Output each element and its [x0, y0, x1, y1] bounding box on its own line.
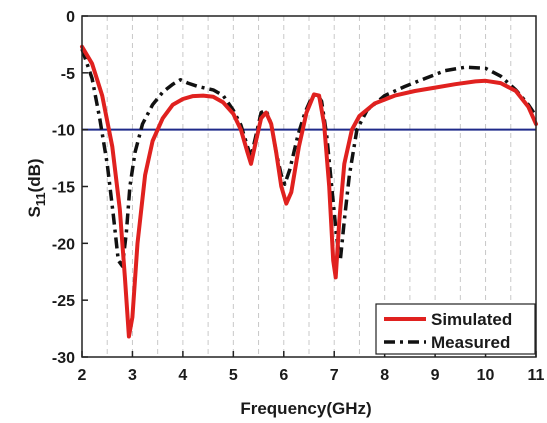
x-tick-label: 8 [380, 367, 389, 384]
x-tick-label: 9 [431, 367, 440, 384]
series-layer [80, 44, 538, 339]
axis-ticks: 2 3 4 5 6 7 8 9 10 11 0 -5 -10 -15 -20 -25 -30 [52, 9, 545, 384]
y-tick-label: -10 [52, 123, 75, 140]
y-axis-label: S11(dB) [25, 158, 48, 217]
y-tick-label: -25 [52, 293, 75, 310]
y-axis-label-text: S11(dB) [25, 158, 48, 217]
legend-box [375, 303, 536, 355]
y-tick-label: -20 [52, 236, 75, 253]
y-tick-label: -5 [61, 66, 75, 83]
series-line-measured [80, 48, 538, 268]
x-tick-label: 3 [128, 367, 137, 384]
grid-lines [106, 16, 512, 357]
legend-label-simulated: Simulated [431, 310, 512, 329]
y-label-unit: (dB) [25, 158, 44, 192]
y-tick-label: -15 [52, 180, 75, 197]
y-tick-label: 0 [66, 9, 75, 26]
x-tick-label: 2 [78, 367, 87, 384]
x-axis-label: Frequency(GHz) [240, 399, 371, 418]
y-tick-label: -30 [52, 350, 75, 367]
series-line-simulated [80, 44, 538, 339]
legend: Simulated Measured [375, 303, 536, 355]
legend-label-measured: Measured [431, 333, 510, 352]
x-tick-label: 6 [279, 367, 288, 384]
x-tick-label: 5 [229, 367, 238, 384]
y-label-main: S [25, 206, 44, 217]
x-tick-label: 4 [178, 367, 187, 384]
x-tick-label: 10 [477, 367, 495, 384]
x-tick-label: 7 [330, 367, 339, 384]
x-tick-label: 11 [528, 367, 545, 384]
y-label-subscript: 11 [33, 192, 48, 206]
x-axis-label-text: Frequency(GHz) [240, 399, 371, 418]
